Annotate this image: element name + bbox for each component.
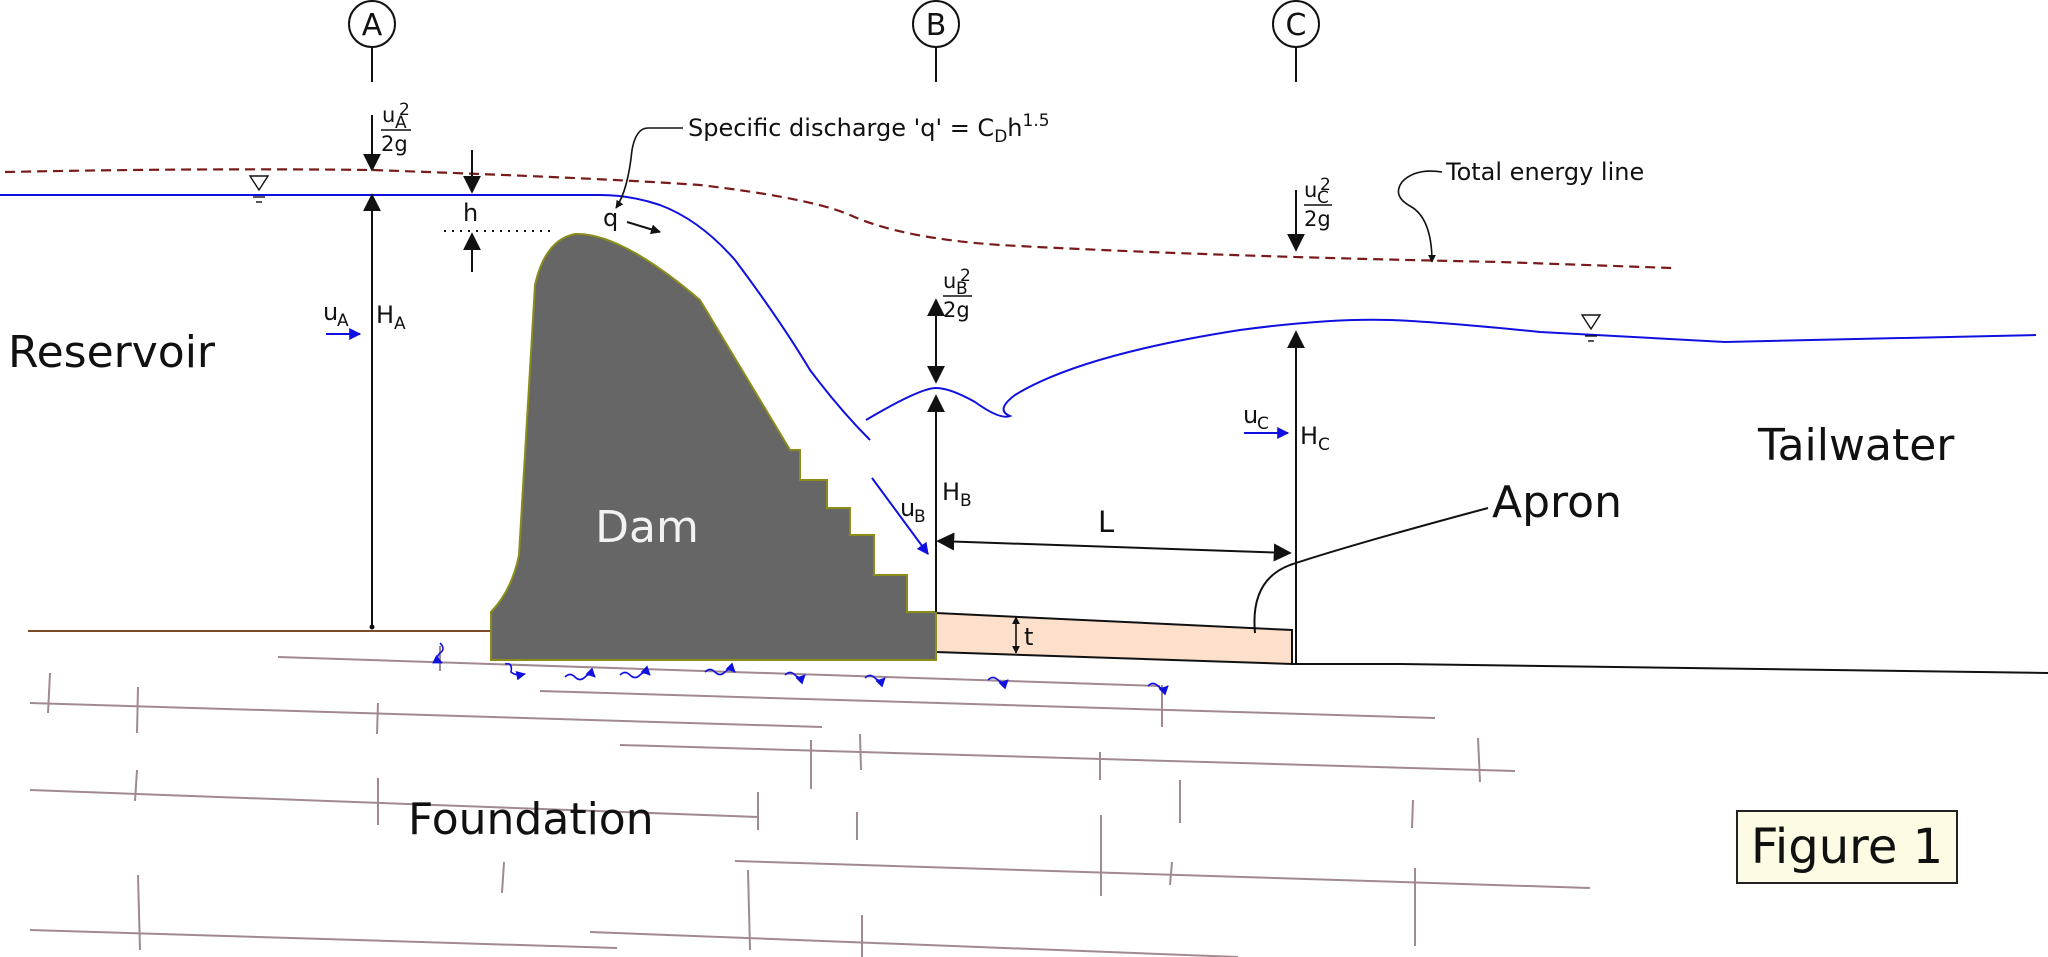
apron-label: Apron	[1492, 477, 1622, 528]
section-marker-c: C	[1272, 0, 1320, 82]
svg-text:2g: 2g	[943, 298, 970, 322]
svg-text:B: B	[914, 507, 926, 527]
velocity-b-label: u B	[871, 477, 929, 555]
svg-text:H: H	[1300, 422, 1318, 450]
svg-text:H: H	[942, 478, 960, 506]
svg-text:B: B	[960, 491, 972, 511]
apron-thickness-label: t	[1024, 623, 1033, 651]
svg-text:u: u	[382, 103, 395, 127]
total-energy-line	[4, 168, 1673, 270]
svg-text:2g: 2g	[1304, 207, 1331, 231]
apron-length-arrow	[936, 532, 1292, 562]
svg-text:C: C	[1286, 8, 1307, 43]
svg-text:u: u	[1304, 178, 1317, 202]
svg-text:A: A	[395, 113, 407, 133]
svg-text:C: C	[1317, 188, 1329, 208]
svg-text:A: A	[362, 8, 383, 43]
svg-text:B: B	[956, 279, 968, 299]
svg-text:H: H	[376, 301, 394, 329]
svg-text:B: B	[926, 8, 947, 43]
section-marker-a: A	[348, 0, 396, 82]
specific-discharge-leader	[615, 127, 683, 209]
apron-leader	[1253, 507, 1489, 634]
velocity-c-label: u C	[1243, 401, 1290, 439]
svg-text:2g: 2g	[381, 132, 408, 156]
svg-text:2: 2	[960, 266, 971, 286]
svg-text:2: 2	[399, 100, 410, 120]
svg-text:C: C	[1318, 435, 1330, 455]
foundation-rock-lines	[29, 646, 1591, 957]
reservoir-label: Reservoir	[8, 327, 216, 378]
svg-text:u: u	[943, 269, 956, 293]
discharge-q-arrow	[626, 221, 661, 235]
svg-text:A: A	[337, 311, 349, 331]
velocity-head-b-label: u B 2 2g	[943, 266, 972, 322]
svg-text:u: u	[900, 494, 915, 522]
total-energy-line-label: Total energy line	[1445, 158, 1644, 186]
svg-text:2: 2	[1320, 175, 1331, 195]
seepage-flow-arrows	[432, 642, 1169, 696]
svg-text:Specific discharge 'q' = CDh1.: Specific discharge 'q' = CDh1.5	[688, 111, 1050, 147]
svg-text:A: A	[394, 314, 406, 334]
head-a-label: H A	[376, 301, 406, 334]
tailwater-bed	[1292, 663, 2048, 674]
dam	[490, 232, 937, 661]
head-b-label: H B	[942, 478, 972, 511]
velocity-a-label: u A	[323, 298, 362, 340]
figure-label: Figure 1	[1736, 810, 1958, 884]
svg-text:u: u	[1243, 401, 1258, 429]
head-c-label: H C	[1300, 422, 1330, 455]
water-level-symbol-tailwater	[1580, 314, 1602, 342]
specific-discharge-label: Specific discharge 'q' = CDh1.5	[688, 111, 1050, 147]
head-h-label: h	[463, 199, 478, 227]
velocity-head-a-label: u A 2 2g	[381, 100, 411, 156]
section-marker-b: B	[912, 0, 960, 82]
apron-length-label: L	[1098, 505, 1114, 539]
tailwater-label: Tailwater	[1757, 420, 1955, 471]
total-energy-line-leader	[1397, 170, 1443, 263]
hydraulic-jump-surface	[865, 318, 2037, 421]
apron	[935, 611, 1293, 666]
svg-text:u: u	[323, 298, 338, 326]
water-level-symbol-reservoir	[248, 175, 270, 203]
reservoir-water-surface	[0, 194, 871, 441]
svg-text:Figure 1: Figure 1	[1751, 819, 1943, 875]
discharge-q-label: q	[603, 204, 618, 232]
svg-text:C: C	[1257, 414, 1269, 434]
velocity-head-c-label: u C 2 2g	[1304, 175, 1332, 231]
dam-label: Dam	[595, 502, 699, 553]
foundation-label: Foundation	[408, 794, 654, 845]
